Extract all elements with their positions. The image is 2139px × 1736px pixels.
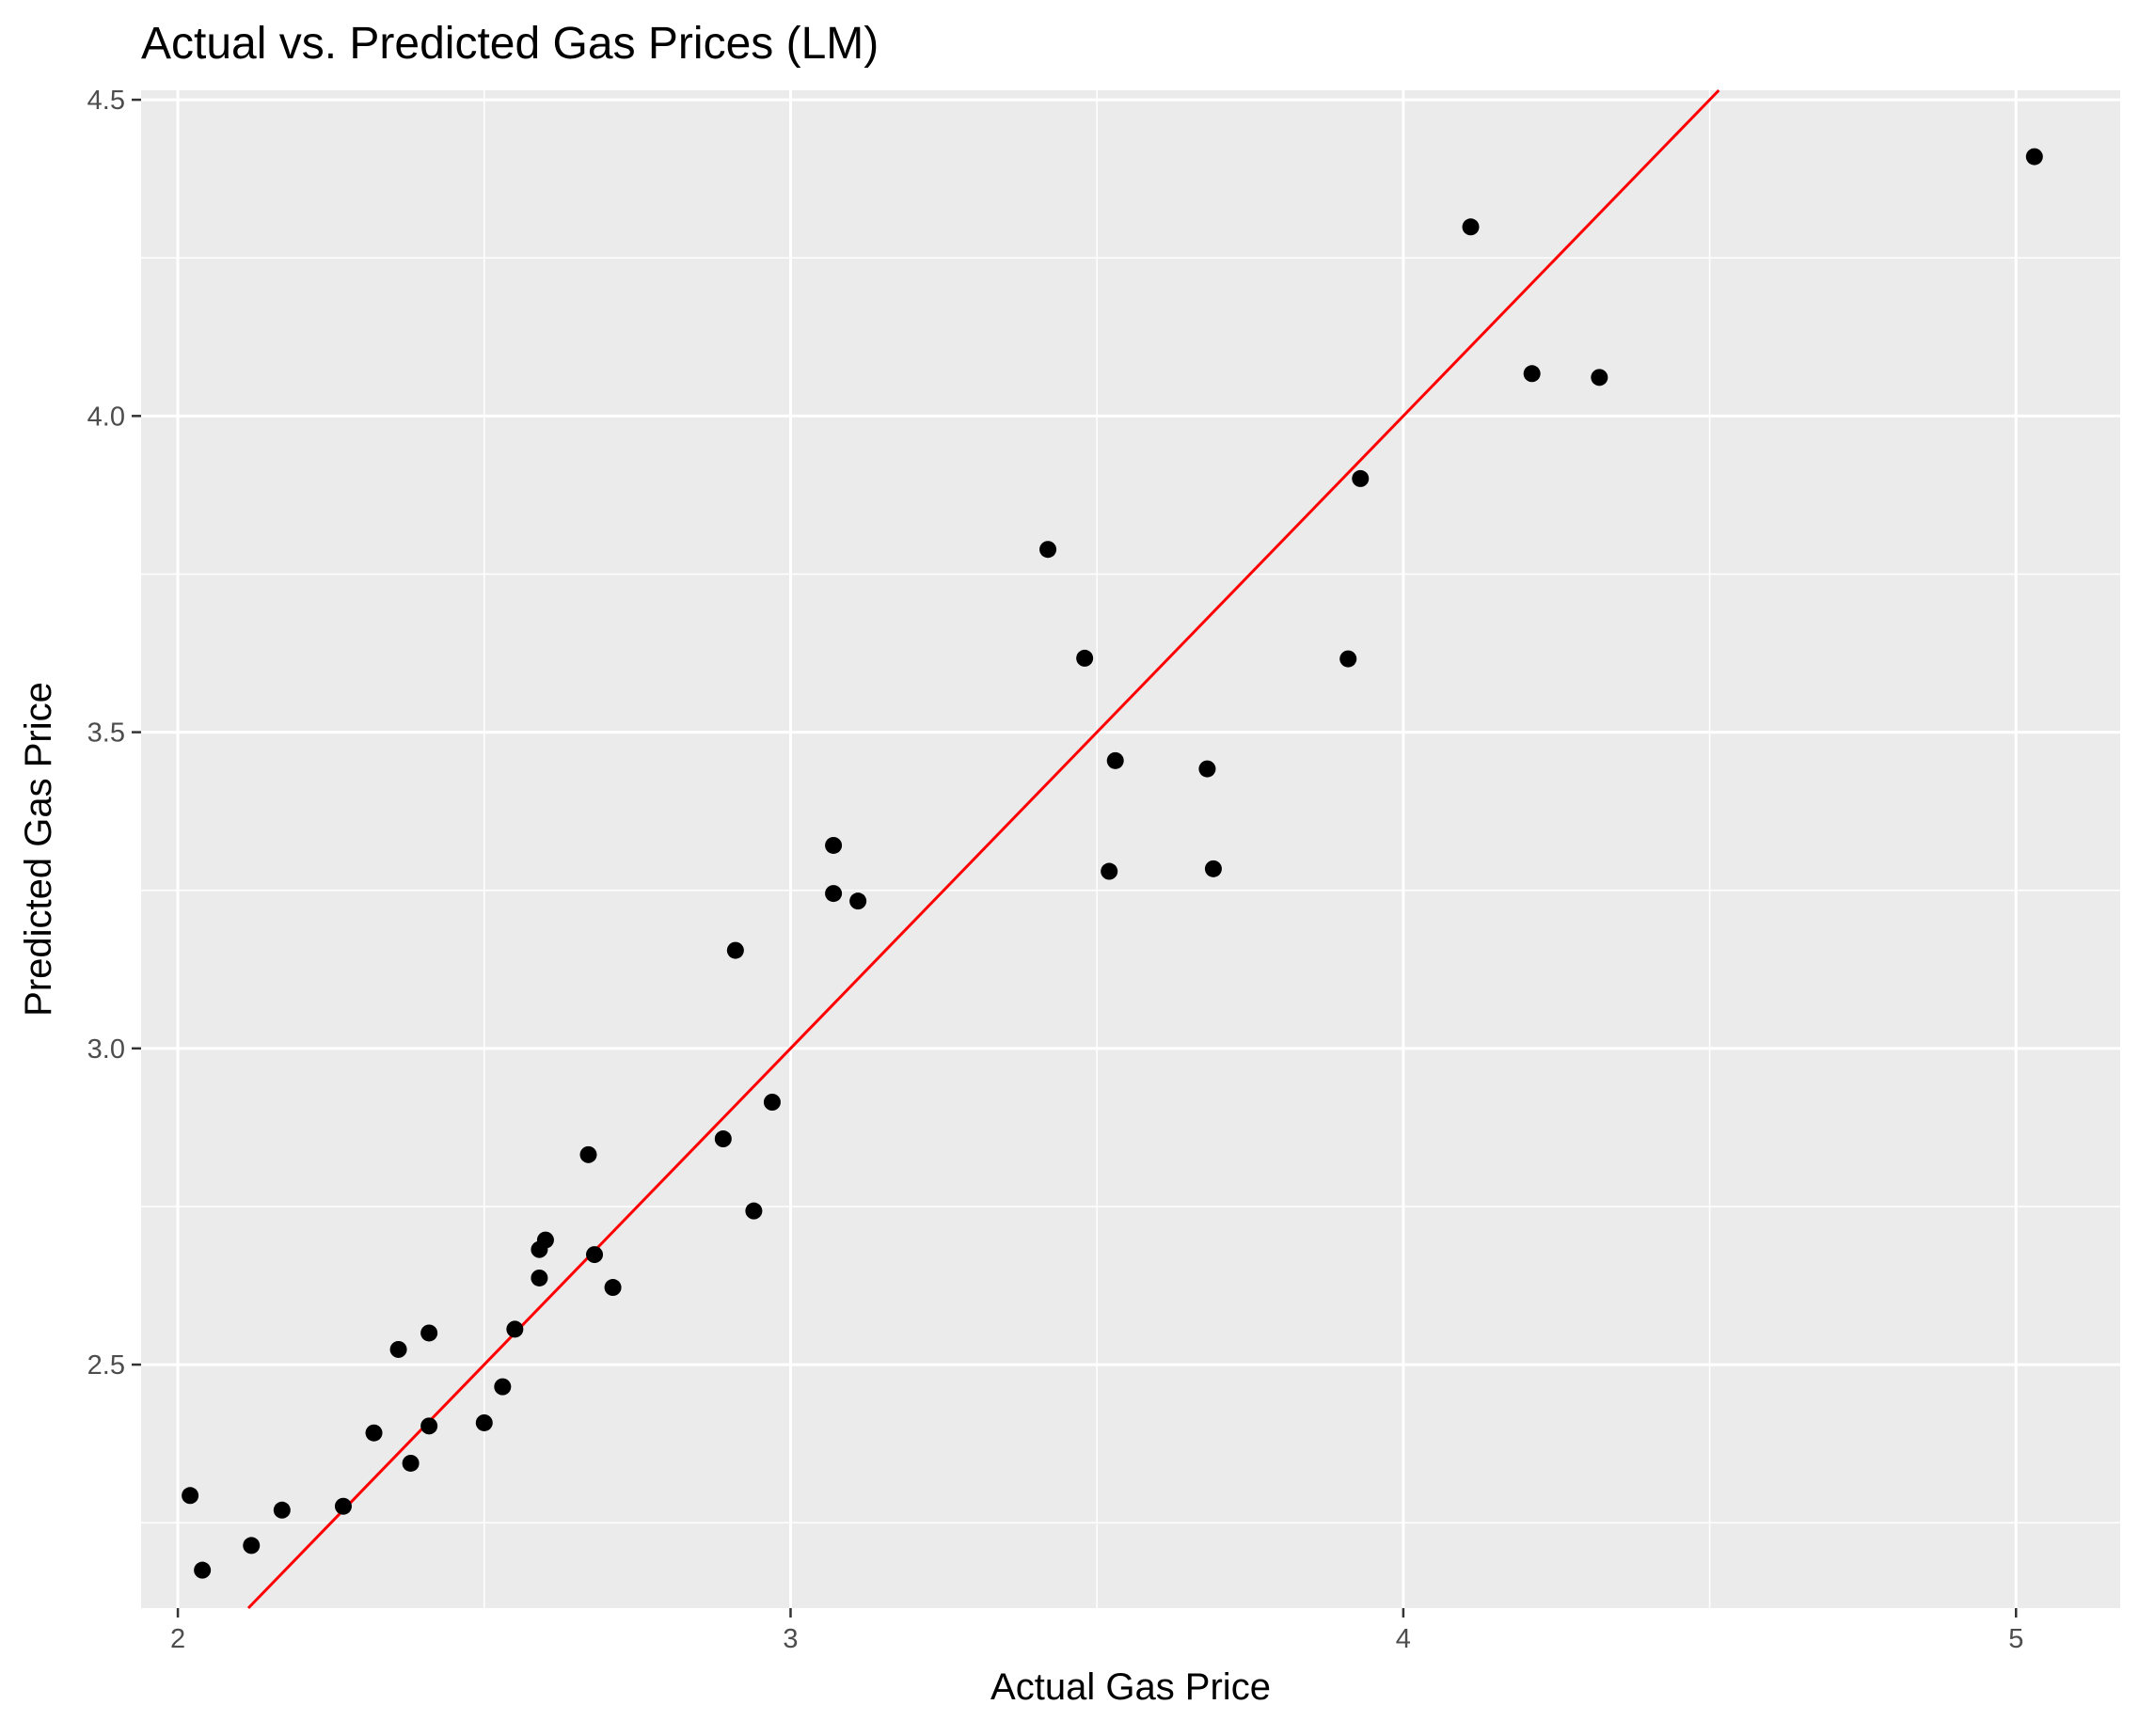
y-tick-label: 4.0 <box>87 402 125 432</box>
data-point <box>273 1501 291 1519</box>
data-point <box>182 1487 199 1505</box>
y-tick-label: 4.5 <box>87 86 125 116</box>
minor-gridlines <box>141 90 2120 1608</box>
x-tick-label: 5 <box>2008 1624 2023 1654</box>
data-point <box>365 1424 383 1442</box>
y-axis-title: Predicted Gas Price <box>18 682 59 1017</box>
data-point <box>243 1537 261 1555</box>
data-point <box>1106 751 1124 769</box>
data-point <box>586 1246 604 1264</box>
data-point <box>475 1413 493 1431</box>
data-point <box>2025 148 2043 166</box>
data-point <box>531 1269 548 1286</box>
data-point <box>1204 860 1222 877</box>
data-point <box>1101 862 1118 880</box>
data-point <box>506 1320 524 1338</box>
y-tick-label: 2.5 <box>87 1350 125 1381</box>
data-point <box>1523 365 1541 383</box>
data-point <box>1039 541 1057 559</box>
data-point <box>763 1094 781 1111</box>
plot-panel <box>141 90 2120 1608</box>
data-point <box>1462 218 1480 236</box>
data-point <box>334 1497 352 1515</box>
reference-line-layer <box>246 88 1720 1610</box>
data-point <box>745 1202 763 1220</box>
data-point <box>1352 469 1370 487</box>
data-point <box>604 1279 622 1297</box>
data-points <box>182 148 2043 1579</box>
y-tick-label: 3.0 <box>87 1034 125 1065</box>
data-point <box>420 1417 438 1435</box>
data-point <box>825 836 843 854</box>
x-tick-label: 2 <box>170 1624 185 1654</box>
data-point <box>420 1324 438 1342</box>
chart-title: Actual vs. Predicted Gas Prices (LM) <box>141 19 879 69</box>
x-tick-label: 3 <box>783 1624 798 1654</box>
data-point <box>389 1340 407 1358</box>
data-point <box>1198 760 1216 778</box>
data-point <box>1076 649 1094 667</box>
data-point <box>494 1378 512 1396</box>
x-axis-title: Actual Gas Price <box>990 1666 1271 1708</box>
data-point <box>536 1231 554 1249</box>
reference-line <box>246 88 1720 1610</box>
data-point <box>1339 650 1357 668</box>
data-point <box>714 1130 732 1148</box>
x-tick-label: 4 <box>1396 1624 1411 1654</box>
data-point <box>1591 369 1608 387</box>
data-point <box>726 941 744 959</box>
x-axis: 2 3 4 5 <box>170 1608 2023 1654</box>
data-point <box>849 892 867 910</box>
major-gridlines <box>141 90 2120 1608</box>
y-axis: 2.5 3.0 3.5 4.0 4.5 <box>87 86 141 1381</box>
data-point <box>825 885 843 903</box>
data-point <box>194 1561 212 1579</box>
y-tick-label: 3.5 <box>87 718 125 749</box>
data-point <box>402 1454 420 1472</box>
data-point <box>579 1145 597 1163</box>
